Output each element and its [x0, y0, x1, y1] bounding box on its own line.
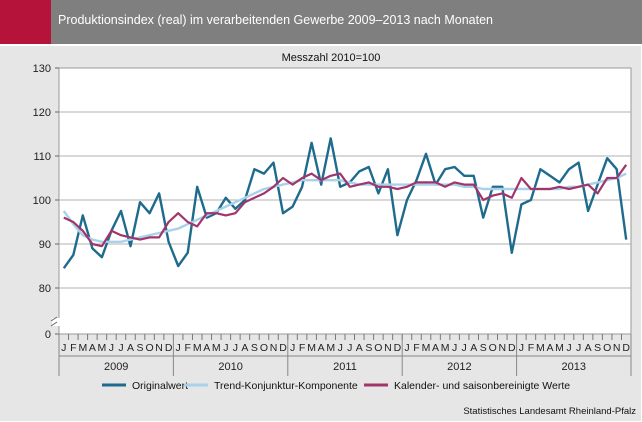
x-tick-label: J [347, 342, 352, 354]
title-accent-block [0, 0, 51, 44]
x-tick-label: J [452, 342, 457, 354]
x-tick-label: D [622, 342, 630, 354]
x-tick-label: A [241, 342, 248, 354]
x-tick-label: A [356, 342, 363, 354]
x-tick-label: M [441, 342, 450, 354]
series-line-3 [63, 164, 628, 248]
x-tick-label: F [299, 342, 305, 354]
source-note: Statistisches Landesamt Rheinland-Pfalz [463, 406, 636, 417]
x-tick-label: M [98, 342, 107, 354]
y-tick-label: 130 [33, 63, 51, 75]
x-tick-label: F [413, 342, 419, 354]
legend-label: Kalender- und saisonbereinigte Werte [394, 380, 570, 392]
title-bar [0, 0, 642, 44]
y-tick-label: 90 [39, 239, 51, 251]
axis-break-gap [52, 318, 64, 326]
x-tick-label: N [155, 342, 163, 354]
x-tick-label: M [555, 342, 564, 354]
x-tick-label: N [613, 342, 621, 354]
year-label: 2012 [447, 361, 471, 373]
x-tick-label: D [165, 342, 173, 354]
y-tick-label: 100 [33, 195, 51, 207]
year-label: 2013 [562, 361, 586, 373]
chart-subtitle: Messzahl 2010=100 [282, 52, 381, 64]
x-tick-label: O [374, 342, 382, 354]
x-tick-label: A [432, 342, 439, 354]
x-tick-label: J [118, 342, 123, 354]
year-label: 2011 [333, 361, 357, 373]
x-tick-label: O [489, 342, 497, 354]
x-tick-label: O [145, 342, 153, 354]
x-tick-label: A [203, 342, 210, 354]
x-tick-label: M [78, 342, 87, 354]
x-tick-label: J [109, 342, 114, 354]
x-tick-label: J [566, 342, 571, 354]
x-tick-label: M [193, 342, 202, 354]
x-tick-label: M [536, 342, 545, 354]
chart-title: Produktionsindex (real) im verarbeitende… [58, 13, 493, 27]
axis-break-marker [50, 316, 58, 327]
x-tick-label: M [326, 342, 335, 354]
year-label: 2009 [104, 361, 128, 373]
x-tick-label: N [270, 342, 278, 354]
x-tick-label: A [585, 342, 592, 354]
x-tick-label: D [279, 342, 287, 354]
y-tick-label: 120 [33, 107, 51, 119]
x-tick-label: O [260, 342, 268, 354]
x-tick-label: F [184, 342, 190, 354]
y-tick-label: 80 [39, 283, 51, 295]
x-tick-label: A [127, 342, 134, 354]
x-tick-label: M [212, 342, 221, 354]
x-tick-label: F [528, 342, 534, 354]
x-tick-label: J [338, 342, 343, 354]
legend-label: Originalwert [132, 380, 188, 392]
x-tick-label: A [546, 342, 553, 354]
x-tick-label: F [70, 342, 76, 354]
plot-area [58, 67, 632, 335]
x-tick-label: J [290, 342, 295, 354]
x-tick-label: S [365, 342, 372, 354]
x-tick-label: D [394, 342, 402, 354]
x-tick-label: N [499, 342, 507, 354]
x-tick-label: J [576, 342, 581, 354]
x-tick-label: J [223, 342, 228, 354]
x-tick-label: M [422, 342, 431, 354]
y-tick-label: 110 [33, 151, 51, 163]
x-tick-label: J [176, 342, 181, 354]
x-tick-label: J [519, 342, 524, 354]
x-tick-label: J [404, 342, 409, 354]
year-label: 2010 [218, 361, 242, 373]
x-tick-label: N [384, 342, 392, 354]
x-tick-label: M [307, 342, 316, 354]
x-tick-label: S [137, 342, 144, 354]
series-line-1 [62, 137, 628, 269]
x-tick-label: J [61, 342, 66, 354]
x-tick-label: J [462, 342, 467, 354]
x-tick-label: J [233, 342, 238, 354]
x-tick-label: A [470, 342, 477, 354]
x-tick-label: S [251, 342, 258, 354]
x-tick-label: O [603, 342, 611, 354]
x-tick-label: A [318, 342, 325, 354]
x-tick-label: S [594, 342, 601, 354]
chart-panel: Messzahl 2010=100 0 80 90 100 110 120 130 J F M A M J… [0, 46, 641, 421]
x-tick-label: A [89, 342, 96, 354]
x-tick-label: D [508, 342, 516, 354]
x-tick-label: S [480, 342, 487, 354]
legend-label: Trend-Konjunktur-Komponente [214, 380, 358, 392]
y-tick-label: 0 [45, 329, 51, 341]
